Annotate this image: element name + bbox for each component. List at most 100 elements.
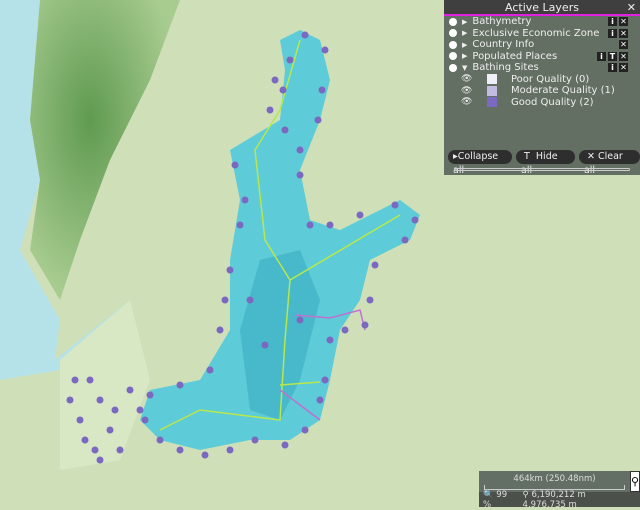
bathing-site-marker[interactable] <box>261 341 269 349</box>
layer-visibility-toggle[interactable] <box>449 52 457 61</box>
zoom-readout: 🔍 99 % <box>483 489 508 510</box>
remove-icon[interactable]: ✕ <box>619 28 628 38</box>
caret-right-icon[interactable]: ▶ <box>462 52 468 61</box>
bathing-site-marker[interactable] <box>366 296 374 304</box>
eye-icon[interactable]: 👁 <box>461 97 473 108</box>
info-icon[interactable]: i <box>608 63 617 73</box>
bathing-site-marker[interactable] <box>266 106 274 114</box>
remove-icon[interactable]: ✕ <box>619 51 628 61</box>
bathing-site-marker[interactable] <box>326 336 334 344</box>
bathing-site-marker[interactable] <box>111 406 119 414</box>
layer-row[interactable]: ▶ Exclusive Economic Zone i ✕ <box>444 28 640 40</box>
north-sea <box>0 0 140 380</box>
bathing-site-marker[interactable] <box>341 326 349 334</box>
bathing-site-marker[interactable] <box>66 396 74 404</box>
bathing-site-marker[interactable] <box>361 321 369 329</box>
scale-bar: 464km (250.48nm) <box>479 471 630 492</box>
info-icon[interactable]: i <box>608 28 617 38</box>
bathing-site-marker[interactable] <box>306 221 314 229</box>
bathing-site-marker[interactable] <box>176 446 184 454</box>
bathing-site-marker[interactable] <box>356 211 364 219</box>
bathing-site-marker[interactable] <box>156 436 164 444</box>
bathing-site-marker[interactable] <box>246 296 254 304</box>
clear-all-label: Clear all <box>583 151 623 176</box>
bathing-site-marker[interactable] <box>201 451 209 459</box>
bathing-site-marker[interactable] <box>236 221 244 229</box>
bathing-site-marker[interactable] <box>116 446 124 454</box>
bathing-site-marker[interactable] <box>279 86 287 94</box>
bathing-site-marker[interactable] <box>96 456 104 464</box>
bathing-site-marker[interactable] <box>126 386 134 394</box>
legend-item: 👁 Moderate Quality (1) <box>444 85 640 97</box>
bathing-site-marker[interactable] <box>286 56 294 64</box>
bathing-site-marker[interactable] <box>136 406 144 414</box>
text-icon[interactable]: T <box>608 51 617 61</box>
bathing-site-marker[interactable] <box>141 416 149 424</box>
bathing-site-marker[interactable] <box>241 196 249 204</box>
bathing-site-marker[interactable] <box>296 146 304 154</box>
eye-icon[interactable]: 👁 <box>461 74 473 85</box>
bathing-site-marker[interactable] <box>226 446 234 454</box>
layer-row[interactable]: ▶ Country Info ✕ <box>444 39 640 51</box>
bathing-site-marker[interactable] <box>76 416 84 424</box>
bathing-site-marker[interactable] <box>81 436 89 444</box>
bathing-site-marker[interactable] <box>251 436 259 444</box>
clear-all-button[interactable]: ✕ Clear all <box>578 150 640 176</box>
bathing-site-marker[interactable] <box>86 376 94 384</box>
norway-mountains <box>30 0 180 300</box>
info-icon[interactable]: i <box>597 51 606 61</box>
bathing-site-marker[interactable] <box>281 441 289 449</box>
caret-right-icon[interactable]: ▶ <box>462 17 468 26</box>
remove-icon[interactable]: ✕ <box>619 17 628 27</box>
legend-label: Poor Quality (0) <box>511 73 590 85</box>
bathing-site-marker[interactable] <box>281 126 289 134</box>
bathing-site-marker[interactable] <box>96 396 104 404</box>
info-icon[interactable]: i <box>608 17 617 27</box>
bathing-site-marker[interactable] <box>226 266 234 274</box>
scale-label: 464km (250.48nm) <box>513 474 596 484</box>
layer-row[interactable]: ▶ Populated Places i T ✕ <box>444 51 640 63</box>
caret-right-icon[interactable]: ▶ <box>462 40 468 49</box>
bathing-site-marker[interactable] <box>91 446 99 454</box>
bathing-site-marker[interactable] <box>321 376 329 384</box>
bathing-site-marker[interactable] <box>391 201 399 209</box>
layer-visibility-toggle[interactable] <box>449 29 457 38</box>
bathing-site-marker[interactable] <box>216 326 224 334</box>
bathing-site-marker[interactable] <box>326 221 334 229</box>
bathing-site-marker[interactable] <box>316 396 324 404</box>
bathing-site-marker[interactable] <box>271 76 279 84</box>
bathing-site-marker[interactable] <box>401 236 409 244</box>
bathing-site-marker[interactable] <box>301 31 309 39</box>
bathing-site-marker[interactable] <box>411 216 419 224</box>
bathing-site-marker[interactable] <box>106 426 114 434</box>
hide-all-button[interactable]: T Hide all <box>516 150 575 176</box>
legend-label: Good Quality (2) <box>511 96 594 108</box>
bathing-site-marker[interactable] <box>321 46 329 54</box>
bathing-site-marker[interactable] <box>314 116 322 124</box>
layer-visibility-toggle[interactable] <box>449 63 457 72</box>
bathing-site-marker[interactable] <box>301 426 309 434</box>
legend-swatch <box>487 74 497 85</box>
caret-right-icon[interactable]: ▶ <box>462 29 468 38</box>
bathing-site-marker[interactable] <box>318 86 326 94</box>
bathing-site-marker[interactable] <box>206 366 214 374</box>
remove-icon[interactable]: ✕ <box>619 63 628 73</box>
bathing-site-marker[interactable] <box>146 391 154 399</box>
layer-visibility-toggle[interactable] <box>449 40 457 49</box>
close-icon[interactable]: ✕ <box>626 1 636 14</box>
eye-icon[interactable]: 👁 <box>461 85 473 96</box>
caret-down-icon[interactable]: ▼ <box>462 63 468 72</box>
layer-visibility-toggle[interactable] <box>449 17 457 26</box>
layer-row[interactable]: ▶ Bathymetry i ✕ <box>444 16 640 28</box>
bathing-site-marker[interactable] <box>221 296 229 304</box>
panel-scrollbar[interactable] <box>454 168 630 171</box>
bathing-site-marker[interactable] <box>176 381 184 389</box>
remove-icon[interactable]: ✕ <box>619 40 628 50</box>
layer-row[interactable]: ▼ Bathing Sites i ✕ <box>444 62 640 74</box>
bathing-site-marker[interactable] <box>231 161 239 169</box>
bathing-site-marker[interactable] <box>296 171 304 179</box>
bathing-site-marker[interactable] <box>371 261 379 269</box>
bathing-site-marker[interactable] <box>296 316 304 324</box>
collapse-all-button[interactable]: ▸Collapse all <box>448 150 513 176</box>
bathing-site-marker[interactable] <box>71 376 79 384</box>
